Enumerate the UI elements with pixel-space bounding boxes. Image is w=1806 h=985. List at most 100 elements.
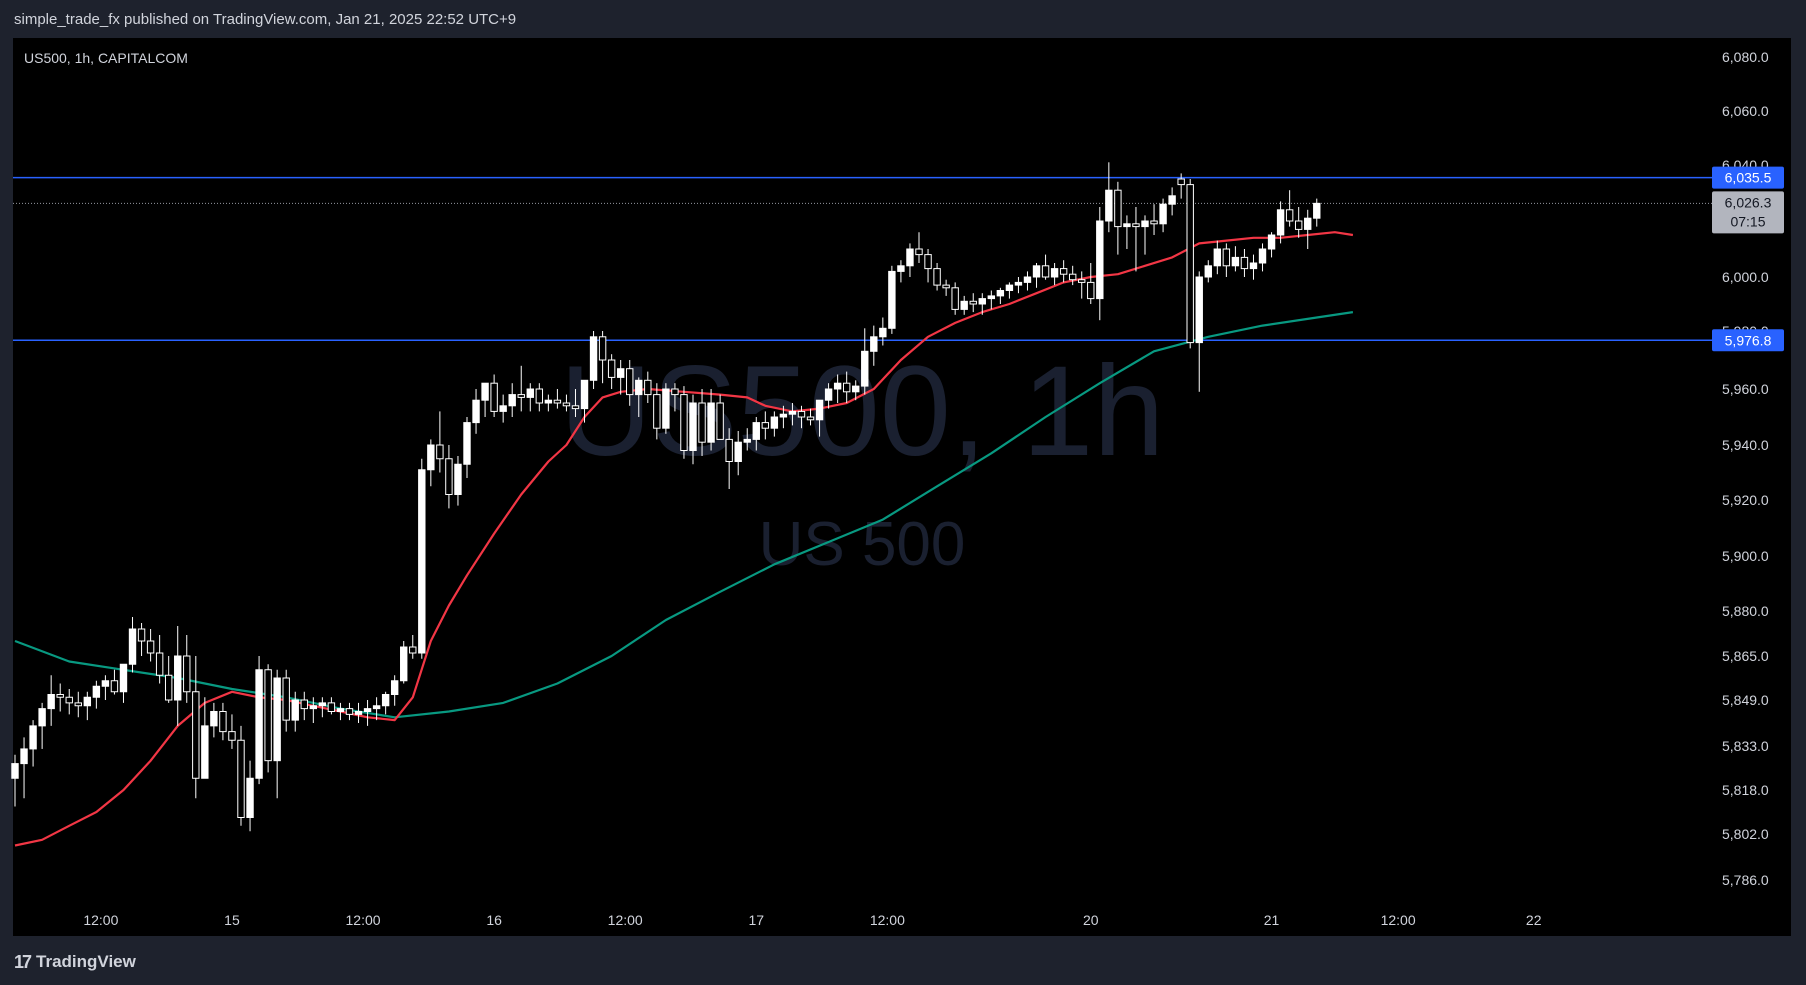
y-axis[interactable]: 6,080.06,060.06,040.06,000.05,980.05,960… [1722,49,1769,888]
candle [291,691,299,732]
candle-body [128,628,137,665]
moving-averages [14,231,1354,847]
candle-body [174,655,182,701]
candle [842,371,851,403]
candle [951,282,959,315]
candle [363,700,372,726]
candle-body [1285,209,1294,222]
candle [906,243,914,277]
candle-body [1150,220,1158,225]
y-axis-tick-label: 5,880.0 [1722,603,1769,619]
y-axis-tick-label: 5,940.0 [1722,437,1769,453]
candle-body [427,444,435,471]
current-price-tag [1712,191,1784,234]
candle [1132,207,1140,272]
candle-body [1168,195,1176,205]
candle [815,399,824,437]
candle [1023,271,1032,291]
candle-body [291,699,299,721]
candle [888,265,896,334]
candle-body [888,270,896,329]
chart-frame[interactable] [13,38,1791,936]
candle [1240,249,1249,277]
candle-body [1249,262,1258,270]
candle [1078,271,1086,299]
candle [1258,243,1267,272]
candle [1285,190,1294,227]
candle [1222,243,1231,277]
candle-body [29,725,37,750]
candle [833,374,842,403]
candle-body [472,399,480,424]
candle-body [1123,223,1131,228]
candle-body [526,388,534,398]
candle [481,382,489,417]
x-axis-tick-label: 12:00 [870,912,905,928]
candle-body [951,287,959,310]
candle-body [1096,220,1104,300]
candle [1114,181,1122,255]
candle-body [137,628,146,642]
price-labels: 6,035.5 5,976.8 6,026.3 07:15 [1712,166,1784,352]
candle-body [806,416,815,421]
candle-body [400,646,408,682]
candle [1195,271,1203,392]
candle-body [56,694,64,698]
candle [327,697,336,715]
tradingview-logo-icon: 17 [14,951,32,972]
candle-body [861,350,869,387]
candle-body [680,394,688,452]
candle-body [626,368,634,396]
candle [155,635,164,684]
candle [752,417,760,451]
candle [897,260,905,283]
candle [915,232,923,263]
candle [128,617,137,673]
candle-body [1114,189,1122,228]
candle-body [1267,234,1276,250]
candle-body [345,708,354,715]
candle [1050,263,1059,286]
candle-body [653,394,661,429]
candle [1294,207,1303,238]
candle [29,720,37,767]
candle [797,405,806,429]
candle-body [1141,220,1149,228]
candle-body [960,300,968,310]
candle-body [1177,178,1185,186]
candle [879,317,887,346]
candle-body [38,708,46,727]
candle-body [553,399,562,404]
y-axis-tick-label: 6,080.0 [1722,49,1769,65]
candle [644,371,652,403]
candle-body [436,444,444,460]
candle [1313,198,1321,227]
candle [11,754,19,807]
candle [580,379,589,423]
candle-body [635,379,643,396]
tradingview-logo-text: TradingView [36,952,136,971]
candle-body [1105,189,1113,222]
candle-body [481,382,489,401]
candle [517,365,525,412]
candles [11,162,1321,832]
candle-body [824,388,833,401]
x-axis-tick-label: 20 [1083,912,1099,928]
symbol-label[interactable]: US500, 1h, CAPITALCOM [24,50,188,66]
candle-body [815,399,824,421]
candle [273,669,281,799]
candle [282,669,290,732]
candle-body [1258,248,1267,264]
candle [770,411,779,437]
x-axis[interactable]: 12:00 15 12:00 16 12:00 17 12:00 20 21 12:00 22 [83,912,1541,928]
candle-body [770,416,779,429]
candle [987,290,996,310]
candle [761,411,770,440]
candle-body [1014,281,1023,286]
candle-body [463,422,471,465]
tradingview-logo[interactable]: 17 TradingView [14,951,136,973]
candle [192,656,200,799]
candle [716,394,724,440]
candle [210,702,218,738]
